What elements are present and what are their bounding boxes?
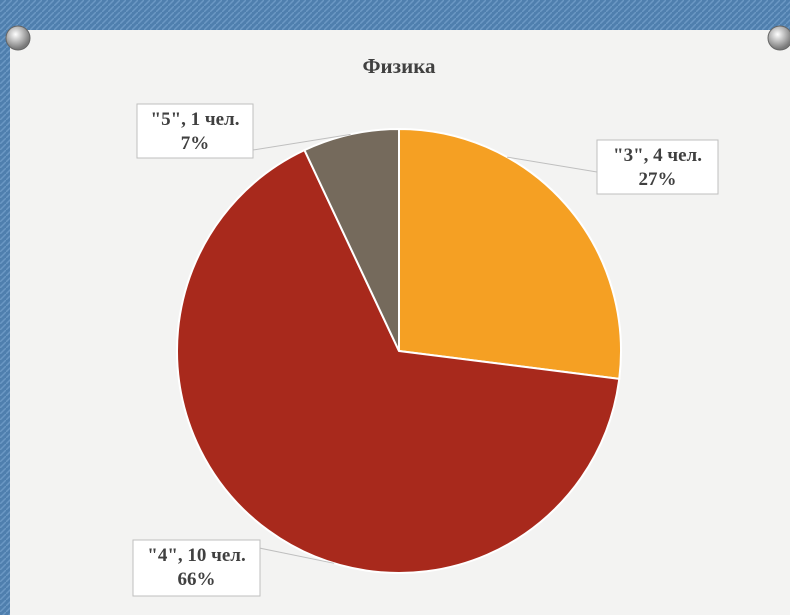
pie-slice — [398, 127, 622, 380]
leader-line — [507, 156, 598, 173]
label-box — [136, 103, 254, 159]
label-box — [132, 539, 261, 597]
chart-title: Физика — [363, 54, 436, 78]
data-label-value: 7% — [181, 133, 210, 154]
leader-line — [252, 133, 351, 151]
pie-slice — [303, 127, 400, 352]
data-label-category: "3", 4 чел. — [613, 145, 702, 166]
data-label-value: 27% — [639, 169, 677, 190]
label-box — [596, 139, 719, 195]
pin — [767, 25, 790, 51]
data-label-category: "5", 1 чел. — [151, 109, 240, 130]
pie — [176, 127, 622, 574]
data-label-category: "4", 10 чел. — [147, 545, 245, 566]
pin — [5, 25, 31, 51]
data-label-value: 66% — [178, 569, 216, 590]
pie-slice — [176, 148, 621, 574]
